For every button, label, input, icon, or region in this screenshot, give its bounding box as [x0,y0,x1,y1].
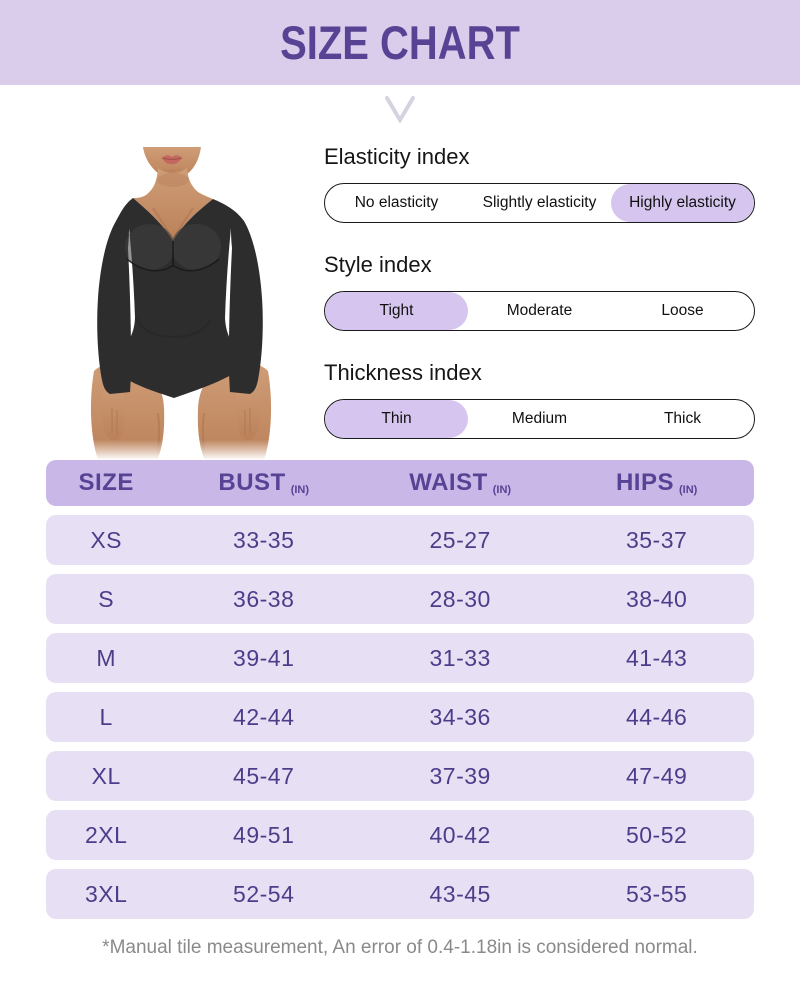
option-highly-elasticity: Highly elasticity [611,184,754,222]
measurement-footnote: *Manual tile measurement, An error of 0.… [102,937,698,958]
option-thin: Thin [325,400,468,438]
column-header-bust: BUST (IN) [218,469,310,496]
size-cell: XL [91,762,121,789]
waist-cell: 40-42 [429,821,491,848]
table-row-3xl: 3XL 52-54 43-45 53-55 [46,869,754,919]
index-section-elasticity: Elasticity index No elasticity Slightly … [324,144,755,223]
hips-cell: 53-55 [625,880,688,907]
hips-cell: 50-52 [625,821,688,848]
table-row-m: M 39-41 31-33 41-43 [46,633,754,683]
size-cell: 3XL [84,880,128,907]
top-section: Elasticity index No elasticity Slightly … [0,128,800,460]
thickness-index-label: Thickness index [324,360,482,385]
hips-unit-label: (IN) [678,483,698,496]
bust-cell: 36-38 [233,585,295,612]
size-cell: XS [90,526,123,553]
option-medium: Medium [511,410,568,427]
hips-cell: 44-46 [625,703,688,730]
bodysuit-model-illustration [50,147,312,460]
option-thick: Thick [663,410,702,427]
bust-cell: 39-41 [233,644,295,671]
column-header-waist: WAIST (IN) [409,469,512,496]
hips-cell: 47-49 [625,762,688,789]
bust-cell: 52-54 [233,880,295,907]
size-chart-banner: SIZE CHART [0,0,800,85]
waist-cell: 34-36 [429,703,491,730]
size-table: SIZE BUST (IN) WAIST (IN) HIPS (IN) XS 3… [46,460,754,919]
table-header-row: SIZE BUST (IN) WAIST (IN) HIPS (IN) [46,460,754,506]
waist-cell: 25-27 [429,526,491,553]
hips-cell: 35-37 [625,526,688,553]
elasticity-index-label: Elasticity index [324,144,470,169]
waist-cell: 37-39 [429,762,491,789]
option-tight: Tight [325,292,468,330]
elasticity-options-pill: No elasticity Slightly elasticity Highly… [324,183,755,223]
bust-cell: 33-35 [233,526,295,553]
chevron-down-icon [0,85,800,128]
size-cell: L [99,703,113,730]
option-no-elasticity: No elasticity [354,194,439,211]
page-title: SIZE CHART [280,16,520,69]
thickness-options-pill: Thin Medium Thick [324,399,755,439]
product-image [50,128,312,460]
waist-cell: 31-33 [429,644,491,671]
bust-cell: 49-51 [233,821,295,848]
option-slightly-elasticity: Slightly elasticity [482,194,597,211]
hips-cell: 41-43 [625,644,688,671]
column-header-size: SIZE [78,469,134,496]
figure-hands [101,378,261,441]
style-options-pill: Tight Moderate Loose [324,291,755,331]
hips-cell: 38-40 [625,585,688,612]
table-row-l: L 42-44 34-36 44-46 [46,692,754,742]
table-row-xs: XS 33-35 25-27 35-37 [46,515,754,565]
figure-skin-upper [133,147,213,241]
waist-unit-label: (IN) [492,483,512,496]
table-row-s: S 36-38 28-30 38-40 [46,574,754,624]
index-panel: Elasticity index No elasticity Slightly … [312,128,755,460]
size-cell: M [96,644,117,671]
index-section-thickness: Thickness index Thin Medium Thick [324,360,755,439]
bust-cell: 42-44 [233,703,295,730]
table-row-2xl: 2XL 49-51 40-42 50-52 [46,810,754,860]
table-row-xl: XL 45-47 37-39 47-49 [46,751,754,801]
option-loose: Loose [661,302,704,319]
bust-cell: 45-47 [233,762,295,789]
option-moderate: Moderate [506,302,573,319]
style-index-label: Style index [324,252,432,277]
waist-cell: 43-45 [429,880,491,907]
waist-cell: 28-30 [429,585,491,612]
size-cell: 2XL [84,821,128,848]
bust-unit-label: (IN) [290,483,310,496]
column-header-hips: HIPS (IN) [615,469,698,496]
index-section-style: Style index Tight Moderate Loose [324,252,755,331]
figure-bodysuit [97,198,263,398]
size-cell: S [98,585,115,612]
